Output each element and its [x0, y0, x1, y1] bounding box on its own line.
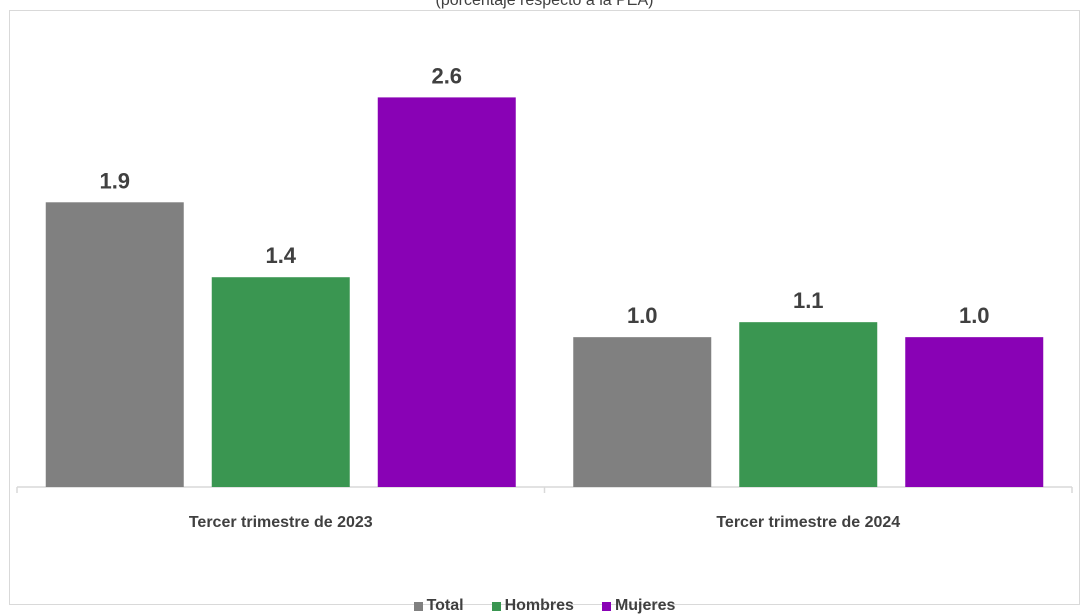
- legend-item-hombres: Hombres: [491, 597, 574, 615]
- chart-legend: Total Hombres Mujeres: [0, 597, 1089, 615]
- data-label-total-2: 1.0: [627, 303, 658, 328]
- bar-total-2: [573, 337, 712, 487]
- bar-total-1: [45, 202, 184, 488]
- data-label-mujeres-2: 1.0: [959, 303, 990, 328]
- chart-subtitle: (porcentaje respecto a la PEA): [435, 0, 654, 9]
- legend-swatch: [601, 601, 611, 611]
- legend-item-total: Total: [413, 597, 464, 615]
- chart-frame: [9, 10, 1080, 605]
- legend-swatch: [413, 601, 423, 611]
- legend-swatch: [491, 601, 501, 611]
- bar-hombres-2: [739, 322, 878, 487]
- data-label-hombres-1: 1.4: [265, 243, 296, 268]
- bar-hombres-1: [211, 277, 350, 487]
- legend-label: Hombres: [504, 597, 574, 614]
- legend-label: Total: [426, 597, 464, 614]
- data-label-hombres-2: 1.1: [793, 288, 824, 313]
- x-tick-label: Tercer trimestre de 2023: [189, 514, 373, 531]
- legend-label: Mujeres: [614, 597, 676, 614]
- legend-item-mujeres: Mujeres: [601, 597, 676, 615]
- bar-mujeres-2: [905, 337, 1044, 487]
- data-label-total-1: 1.9: [99, 168, 130, 193]
- bar-mujeres-1: [377, 97, 516, 488]
- x-tick-label: Tercer trimestre de 2024: [716, 514, 900, 531]
- data-label-mujeres-1: 2.6: [431, 63, 462, 88]
